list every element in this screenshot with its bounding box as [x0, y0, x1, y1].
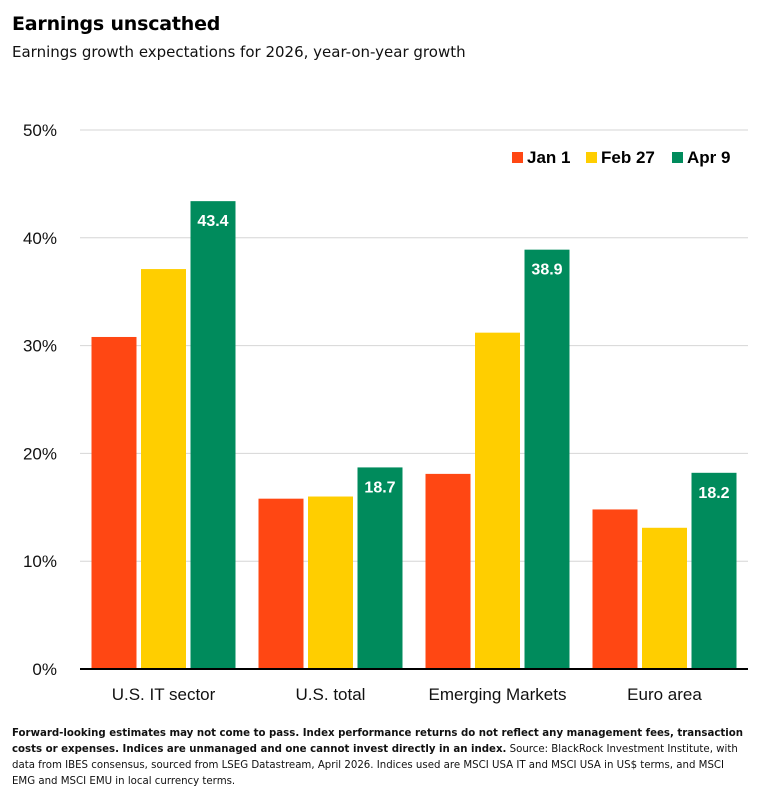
- legend-label: Apr 9: [687, 148, 730, 167]
- bar: [425, 473, 471, 669]
- footnote: Forward-looking estimates may not come t…: [12, 726, 747, 790]
- bar: [357, 467, 403, 669]
- legend-swatch: [672, 152, 683, 163]
- bar: [141, 269, 186, 669]
- y-tick-label: 20%: [23, 444, 57, 463]
- footnote-disclaimer: Forward-looking estimates may not come t…: [12, 728, 743, 755]
- data-label: 43.4: [197, 213, 228, 230]
- bar: [258, 498, 304, 669]
- y-tick-label: 40%: [23, 229, 57, 248]
- y-tick-label: 30%: [23, 337, 57, 356]
- y-tick-label: 10%: [23, 552, 57, 571]
- bar: [524, 249, 570, 669]
- legend-swatch: [512, 152, 523, 163]
- chart-title: Earnings unscathed: [12, 13, 221, 35]
- data-label: 18.2: [698, 485, 729, 502]
- data-label: 38.9: [531, 262, 562, 279]
- bar: [475, 332, 520, 669]
- footnote-source: Source: BlackRock Investment Institute, …: [12, 744, 738, 787]
- x-tick-label: Emerging Markets: [429, 685, 567, 704]
- bar: [642, 527, 687, 669]
- bar: [691, 472, 737, 669]
- bar: [592, 509, 638, 669]
- bar: [91, 336, 137, 669]
- x-tick-label: U.S. total: [296, 685, 366, 704]
- x-tick-label: U.S. IT sector: [112, 685, 216, 704]
- y-tick-label: 50%: [23, 121, 57, 140]
- chart-subtitle: Earnings growth expectations for 2026, y…: [12, 43, 466, 61]
- bar: [308, 496, 353, 669]
- legend-label: Feb 27: [601, 148, 655, 167]
- legend-label: Jan 1: [527, 148, 570, 167]
- legend-swatch: [586, 152, 597, 163]
- x-tick-label: Euro area: [627, 685, 702, 704]
- data-label: 18.7: [364, 479, 395, 496]
- bar: [190, 201, 236, 669]
- bar-chart: 0% 10% 20% 30% 40% 50% 43.4 U.S. IT sector 18.7 U…: [23, 121, 748, 704]
- y-tick-label: 0%: [32, 660, 57, 679]
